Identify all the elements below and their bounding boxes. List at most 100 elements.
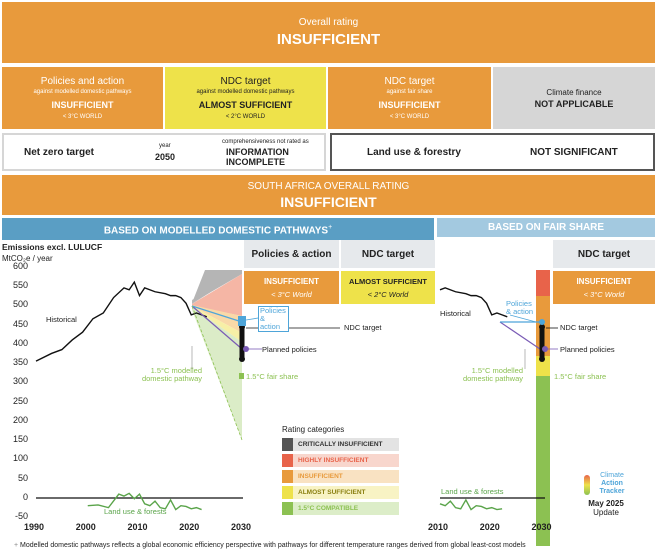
card-world: < 3°C WORLD bbox=[62, 114, 103, 120]
x-tick-label: 2010 bbox=[127, 522, 148, 532]
y-tick-label: -50 bbox=[14, 511, 28, 522]
legend-title: Rating categories bbox=[282, 425, 345, 434]
card-rating: INSUFFICIENT bbox=[378, 100, 441, 110]
region-almost-sufficient bbox=[192, 306, 242, 342]
card-title: Policies and action bbox=[40, 76, 125, 87]
policies-action-projection bbox=[191, 305, 243, 323]
planned-policies-dot bbox=[243, 346, 249, 352]
logo-date: May 2025 bbox=[588, 499, 624, 508]
policies-col-world: < 3°C World bbox=[271, 289, 312, 299]
ndc-col-rating: ALMOST SUFFICIENT < 2°C World bbox=[341, 271, 435, 304]
ndc-fair-col-rating: INSUFFICIENT < 3°C World bbox=[553, 271, 655, 304]
legend-swatch bbox=[282, 470, 293, 483]
y-tick-label: 600 bbox=[12, 260, 28, 271]
card-rating: ALMOST SUFFICIENT bbox=[198, 100, 293, 110]
legend-item: INSUFFICIENT bbox=[282, 470, 399, 483]
historical-line-fair bbox=[439, 287, 508, 318]
fair-share-dot-main bbox=[239, 373, 244, 379]
legend-item: 1.5°C COMPATIBLE bbox=[282, 502, 399, 515]
policies-leader-fair bbox=[509, 314, 537, 323]
planned-policies-dot-fair bbox=[542, 346, 548, 352]
card-title: NDC target bbox=[220, 76, 271, 87]
thermometer-icon bbox=[584, 475, 590, 495]
logo-line2: Action bbox=[601, 480, 623, 487]
net-zero-year: 2050 bbox=[155, 152, 176, 162]
footnote-mark: + bbox=[14, 542, 19, 549]
x-tick-label-fair: 2020 bbox=[479, 522, 500, 532]
policies-col-rating-value: INSUFFICIENT bbox=[263, 276, 320, 286]
ndc-target-bottom bbox=[239, 356, 245, 362]
country-rating-label: SOUTH AFRICA OVERALL RATING bbox=[247, 180, 410, 192]
card-subtitle: against modelled domestic pathways bbox=[33, 89, 132, 95]
card-world: < 2°C WORLD bbox=[225, 114, 266, 120]
chart-title: Emissions excl. LULUCF bbox=[2, 242, 103, 252]
ndc-fair-col-rating-value: INSUFFICIENT bbox=[576, 276, 632, 286]
legend-label: 1.5°C COMPATIBLE bbox=[298, 505, 359, 512]
card-ndc-fair: NDC target against fair share INSUFFICIE… bbox=[328, 67, 491, 129]
x-tick-label: 2030 bbox=[231, 522, 252, 532]
annotation-planned-policies-fair: Planned policies bbox=[560, 345, 615, 354]
annotation-modelled-pathway-fair: 1.5°C modelled domestic pathway bbox=[462, 366, 523, 383]
ndc-fair-col-title: NDC target bbox=[577, 248, 631, 260]
logo-line1: Climate bbox=[600, 472, 624, 479]
country-rating-banner: SOUTH AFRICA OVERALL RATING INSUFFICIENT bbox=[2, 175, 655, 215]
legend-label: HIGHLY INSUFFICIENT bbox=[298, 457, 369, 464]
policies-col-title: Policies & action bbox=[251, 248, 332, 260]
card-title: NDC target bbox=[384, 76, 435, 87]
policies-col-rating: INSUFFICIENT < 3°C World bbox=[244, 271, 339, 304]
annotation-historical-fair: Historical bbox=[440, 309, 471, 318]
x-tick-label: 2020 bbox=[179, 522, 200, 532]
land-use-line-fair bbox=[439, 498, 503, 511]
y-tick-label: 350 bbox=[12, 357, 28, 368]
legend-swatch bbox=[282, 486, 293, 499]
legend-label: CRITICALLY INSUFFICIENT bbox=[298, 441, 383, 448]
region-critically-band bbox=[192, 270, 242, 303]
annotation-planned-policies: Planned policies bbox=[262, 345, 317, 354]
land-use-label: Land use & forestry bbox=[367, 147, 461, 158]
legend-item: HIGHLY INSUFFICIENT bbox=[282, 454, 399, 467]
y-tick-label: 250 bbox=[12, 395, 28, 406]
logo-update: Update bbox=[593, 508, 619, 517]
chart-ylabel: MtCO₂e / year bbox=[2, 254, 53, 263]
overall-rating-banner: Overall rating INSUFFICIENT bbox=[2, 2, 655, 63]
region-highly-insufficient bbox=[192, 274, 242, 316]
annotation-policies-action: Policies & action bbox=[258, 306, 289, 332]
policies-col-header: Policies & action bbox=[244, 240, 339, 268]
x-tick-label-fair: 2010 bbox=[428, 522, 449, 532]
annotation-fair-share: 1.5°C fair share bbox=[246, 372, 299, 381]
country-rating-value: INSUFFICIENT bbox=[280, 193, 377, 210]
fair-share-bar-red bbox=[536, 270, 550, 296]
card-subtitle: against fair share bbox=[386, 89, 433, 95]
land-use-value: NOT SIGNIFICANT bbox=[530, 147, 618, 158]
ndc-col-title: NDC target bbox=[361, 248, 415, 260]
ndc-target-bottom-fair bbox=[539, 356, 545, 362]
fair-share-bar-yellow bbox=[536, 356, 550, 376]
net-zero-year-label: year bbox=[159, 143, 171, 149]
y-tick-label: 450 bbox=[12, 318, 28, 329]
card-rating: NOT APPLICABLE bbox=[534, 98, 614, 109]
ndc-fair-col-header: NDC target bbox=[553, 240, 655, 268]
footnote: + Modelled domestic pathways reflects a … bbox=[14, 542, 526, 549]
ndc-fair-col-world: < 3°C World bbox=[583, 289, 625, 299]
land-use-box: Land use & forestry NOT SIGNIFICANT bbox=[330, 133, 655, 171]
card-world: < 3°C WORLD bbox=[389, 114, 430, 120]
planned-policies-line-fair bbox=[499, 321, 541, 350]
ndc-col-header: NDC target bbox=[341, 240, 435, 268]
annotation-modelled-pathway: 1.5°C modelled domestic pathway bbox=[141, 366, 202, 383]
card-climate-finance: Climate finance NOT APPLICABLE bbox=[493, 67, 655, 129]
net-zero-box: Net zero target year 2050 comprehensiven… bbox=[2, 133, 326, 171]
y-tick-label: 550 bbox=[12, 279, 28, 290]
modelled-1-5-line bbox=[191, 305, 243, 441]
y-tick-label: 0 bbox=[22, 492, 28, 502]
y-tick-label: 100 bbox=[12, 453, 28, 464]
annotation-fair-share-fair: 1.5°C fair share bbox=[554, 372, 607, 381]
card-rating: INSUFFICIENT bbox=[51, 100, 114, 110]
annotation-policies-action-fair: Policies & action bbox=[506, 299, 534, 316]
section-modelled-title: BASED ON MODELLED DOMESTIC PATHWAYS bbox=[103, 225, 329, 237]
ndc-col-rating-value: ALMOST SUFFICIENT bbox=[349, 276, 427, 286]
y-tick-label: 150 bbox=[12, 434, 28, 445]
section-modelled-header: BASED ON MODELLED DOMESTIC PATHWAYS+ bbox=[2, 218, 434, 241]
legend-swatch bbox=[282, 454, 293, 467]
x-tick-label: 1990 bbox=[24, 522, 45, 532]
